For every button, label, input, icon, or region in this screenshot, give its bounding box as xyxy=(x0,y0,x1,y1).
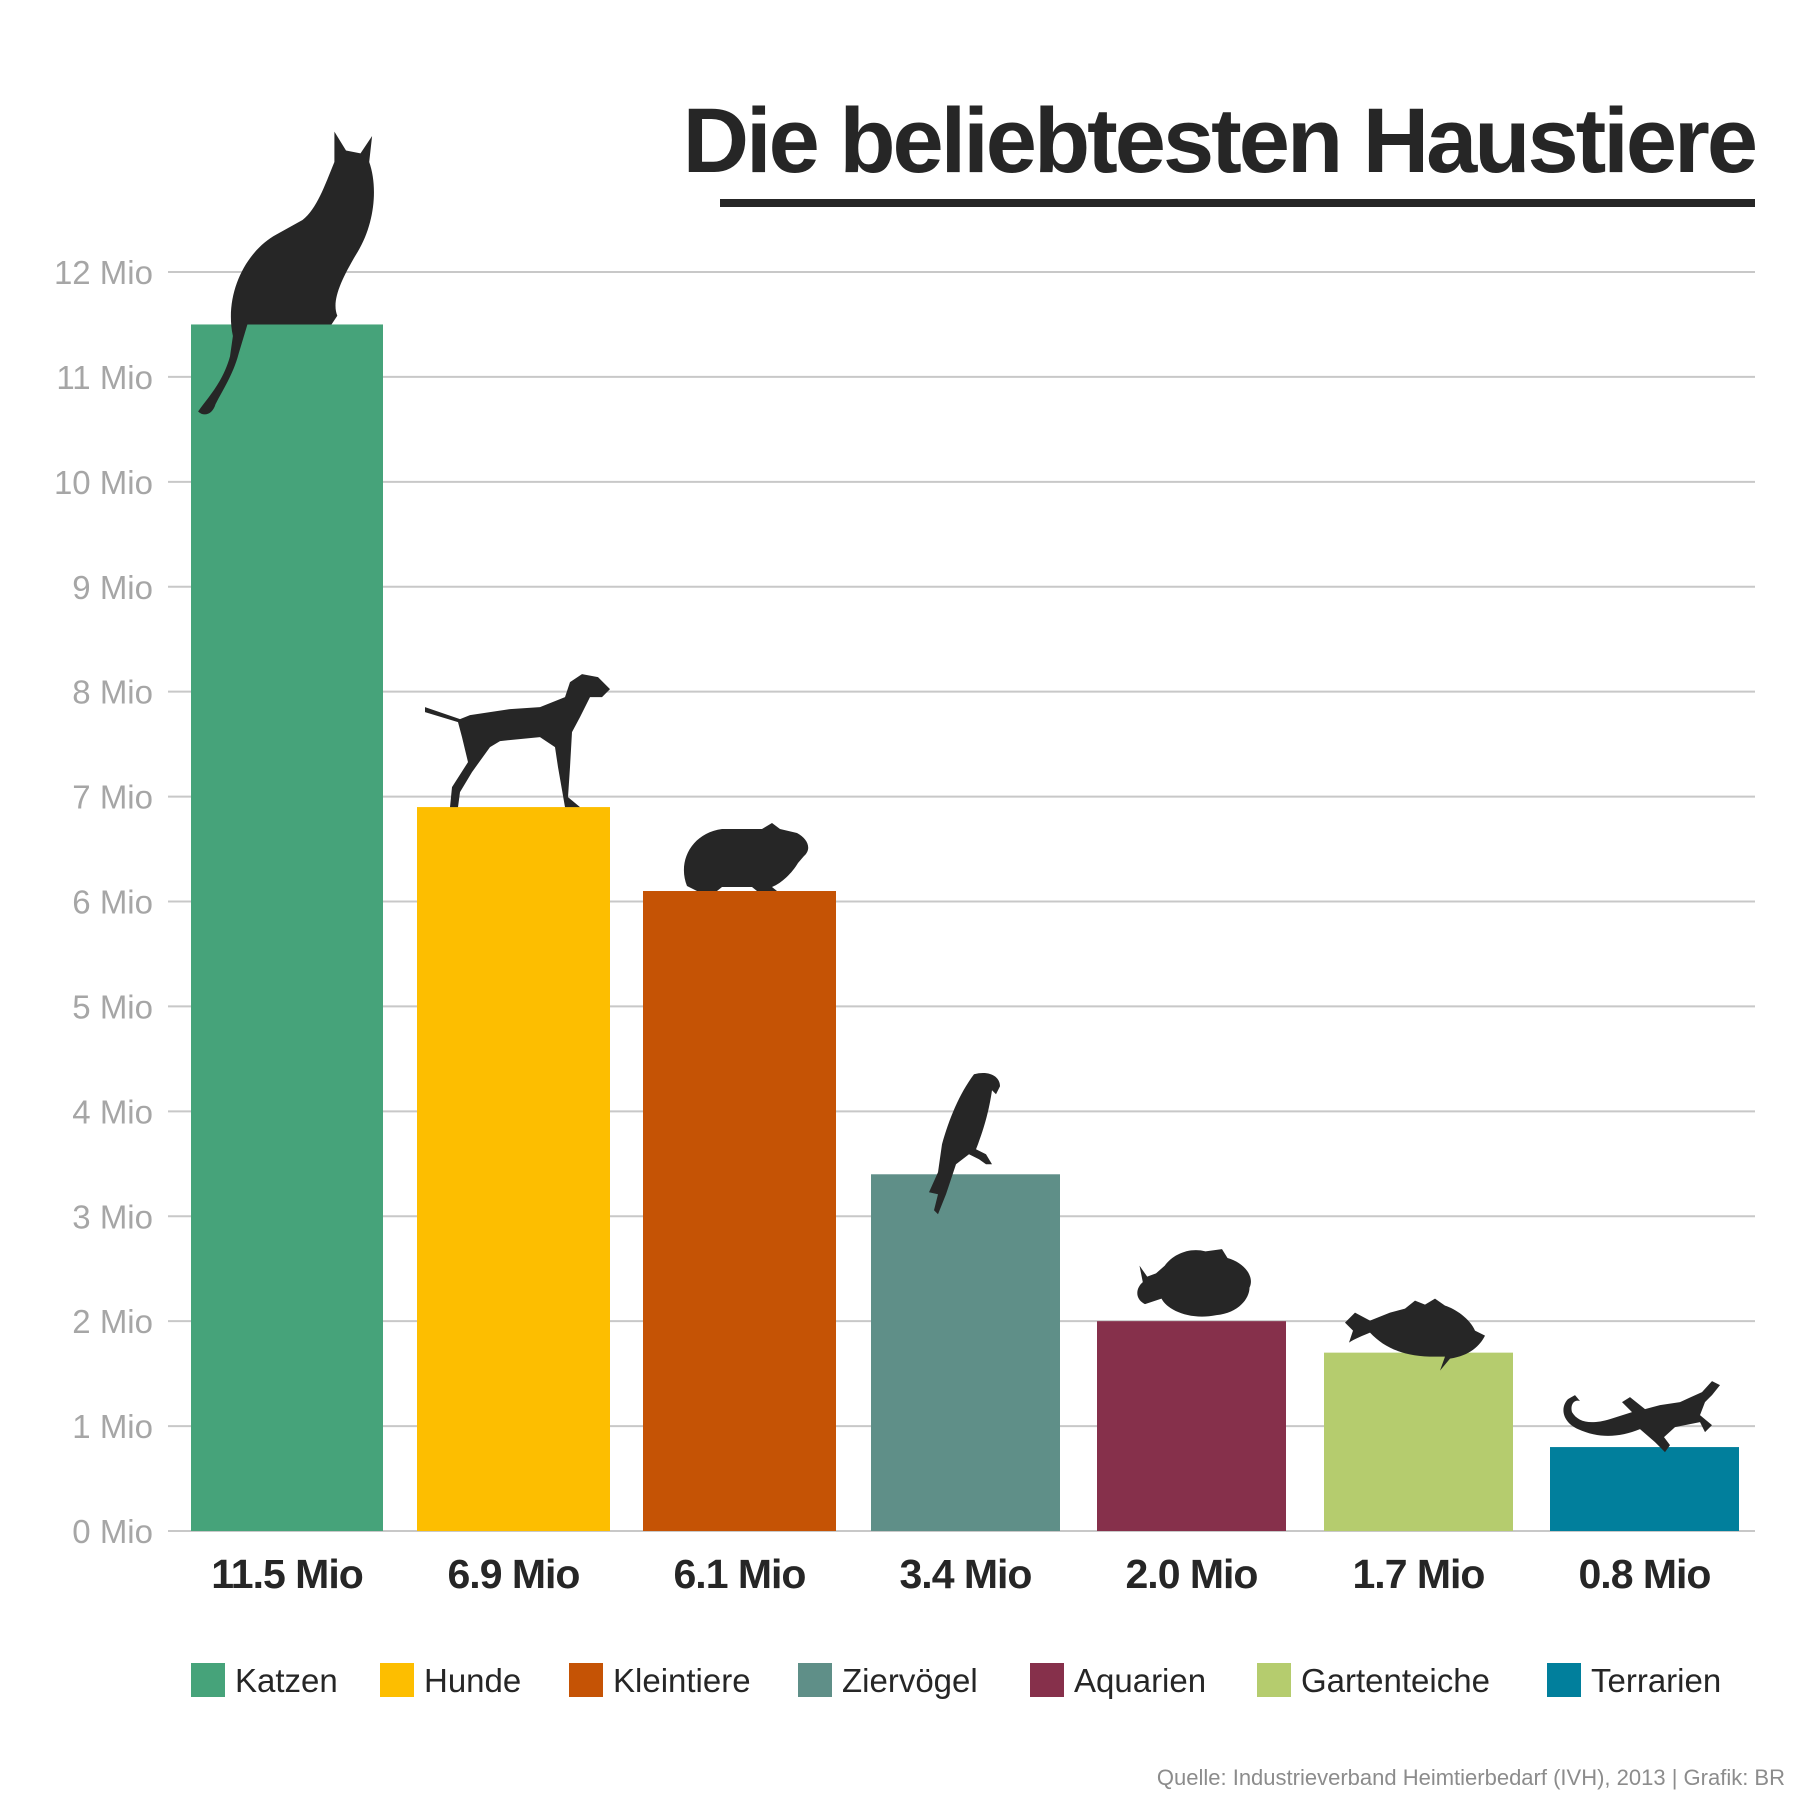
y-axis-ticks: 0 Mio 1 Mio 2 Mio 3 Mio 4 Mio 5 Mio 6 Mio 7 Mio… xyxy=(54,254,153,1550)
y-tick-label: 11 Mio xyxy=(56,359,153,396)
bar-kleintiere xyxy=(643,891,836,1531)
value-labels: 11.5 Mio 6.9 Mio 6.1 Mio 3.4 Mio 2.0 Mio 1.7 … xyxy=(211,1551,1711,1597)
bar-gartenteiche xyxy=(1324,1352,1513,1531)
legend-swatch xyxy=(569,1663,603,1697)
bar-katzen xyxy=(191,324,383,1531)
value-label: 0.8 Mio xyxy=(1579,1551,1711,1597)
legend-item: Aquarien xyxy=(1030,1662,1206,1699)
lizard-icon xyxy=(1563,1381,1720,1453)
legend-label: Gartenteiche xyxy=(1301,1662,1490,1699)
legend-item: Gartenteiche xyxy=(1257,1662,1490,1699)
bar-hunde xyxy=(417,807,610,1531)
y-tick-label: 4 Mio xyxy=(72,1093,153,1130)
y-tick-label: 3 Mio xyxy=(72,1198,153,1235)
dog-icon xyxy=(425,674,610,808)
bar-aquarien xyxy=(1097,1321,1286,1531)
y-tick-label: 0 Mio xyxy=(72,1513,153,1550)
legend-label: Ziervögel xyxy=(842,1662,978,1699)
legend-item: Hunde xyxy=(380,1662,521,1699)
legend: Katzen Hunde Kleintiere Ziervögel Aquarien Ga… xyxy=(191,1662,1721,1699)
y-tick-label: 12 Mio xyxy=(54,254,153,291)
value-label: 6.9 Mio xyxy=(448,1551,580,1597)
legend-item: Kleintiere xyxy=(569,1662,751,1699)
value-label: 3.4 Mio xyxy=(900,1551,1032,1597)
legend-label: Hunde xyxy=(424,1662,521,1699)
value-label: 11.5 Mio xyxy=(211,1551,363,1597)
legend-item: Terrarien xyxy=(1547,1662,1721,1699)
title-underline xyxy=(720,199,1755,207)
legend-swatch xyxy=(191,1663,225,1697)
y-tick-label: 1 Mio xyxy=(72,1408,153,1445)
legend-swatch xyxy=(1547,1663,1581,1697)
tropical-fish-icon xyxy=(1137,1249,1251,1317)
value-label: 6.1 Mio xyxy=(674,1551,806,1597)
legend-item: Katzen xyxy=(191,1662,338,1699)
y-tick-label: 2 Mio xyxy=(72,1303,153,1340)
legend-label: Kleintiere xyxy=(613,1662,751,1699)
legend-label: Aquarien xyxy=(1074,1662,1206,1699)
legend-label: Katzen xyxy=(235,1662,338,1699)
legend-swatch xyxy=(380,1663,414,1697)
source-note: Quelle: Industrieverband Heimtierbedarf … xyxy=(1157,1765,1785,1790)
legend-swatch xyxy=(1030,1663,1064,1697)
value-label: 1.7 Mio xyxy=(1353,1551,1485,1597)
y-tick-label: 8 Mio xyxy=(72,674,153,711)
legend-swatch xyxy=(1257,1663,1291,1697)
y-tick-label: 10 Mio xyxy=(54,464,153,501)
y-tick-label: 5 Mio xyxy=(72,988,153,1025)
value-label: 2.0 Mio xyxy=(1126,1551,1258,1597)
y-tick-label: 9 Mio xyxy=(72,569,153,606)
legend-label: Terrarien xyxy=(1591,1662,1721,1699)
guinea-pig-icon xyxy=(683,823,809,892)
y-tick-label: 6 Mio xyxy=(72,884,153,921)
bars xyxy=(191,324,1739,1531)
bar-terrarien xyxy=(1550,1447,1739,1531)
legend-item: Ziervögel xyxy=(798,1662,978,1699)
bar-zierv-gel xyxy=(871,1174,1060,1531)
legend-swatch xyxy=(798,1663,832,1697)
chart-title: Die beliebtesten Haustiere xyxy=(683,90,1756,192)
y-tick-label: 7 Mio xyxy=(72,779,153,816)
